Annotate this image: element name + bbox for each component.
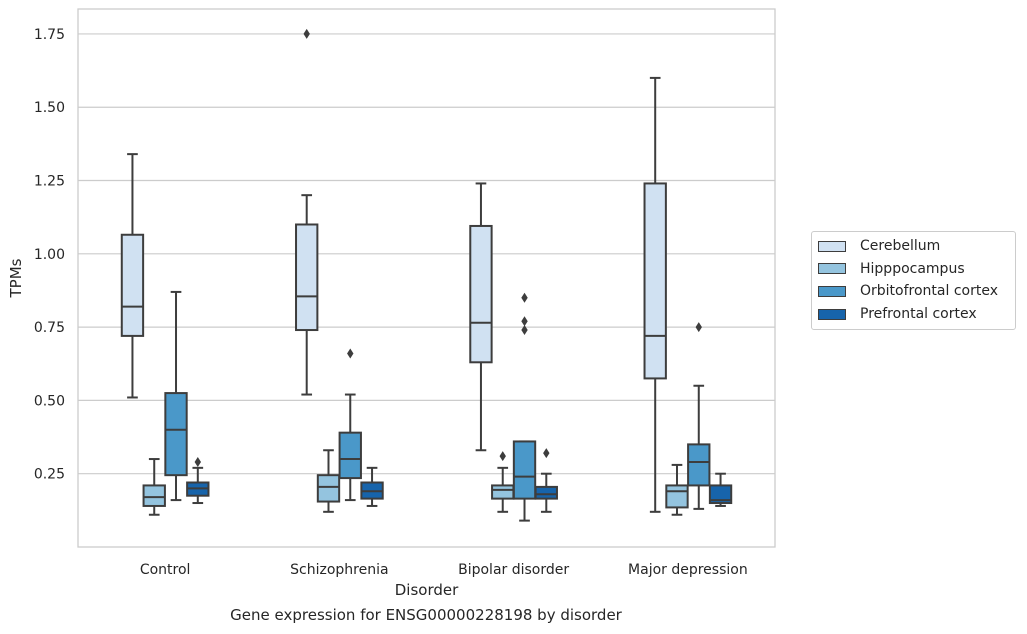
box bbox=[708, 484, 733, 505]
outlier-point bbox=[543, 448, 550, 459]
legend-swatch bbox=[818, 263, 846, 275]
x-tick-label: Major depression bbox=[628, 562, 748, 578]
y-tick-label: 0.25 bbox=[34, 467, 65, 483]
legend: Cerebellum Hipppocampus Orbitofrontal cort… bbox=[811, 231, 1016, 331]
legend-label: Cerebellum bbox=[860, 238, 941, 255]
box bbox=[120, 233, 145, 337]
x-axis-label: Disorder bbox=[395, 581, 459, 599]
legend-item: Hipppocampus bbox=[812, 258, 1015, 281]
box bbox=[512, 440, 537, 500]
box bbox=[338, 431, 362, 480]
box bbox=[295, 223, 319, 332]
box-group bbox=[295, 28, 319, 396]
grid-lines bbox=[78, 33, 775, 475]
box bbox=[534, 485, 558, 500]
series-cerebellum bbox=[120, 28, 667, 513]
box-group bbox=[164, 290, 188, 502]
outlier-point bbox=[347, 348, 354, 359]
box-group bbox=[120, 153, 145, 399]
legend-swatch bbox=[818, 240, 846, 252]
legend-swatch bbox=[818, 285, 846, 297]
box-group bbox=[338, 348, 362, 502]
x-tick-label: Bipolar disorder bbox=[458, 562, 569, 578]
y-tick-label: 1.25 bbox=[34, 174, 65, 190]
series-hipppocampus bbox=[142, 449, 689, 516]
plot-frame bbox=[77, 8, 776, 548]
box bbox=[665, 484, 689, 509]
box-group bbox=[708, 472, 733, 507]
y-tick-label: 0.50 bbox=[34, 393, 65, 409]
x-tick-label: Control bbox=[140, 562, 191, 578]
legend-swatch bbox=[818, 308, 846, 320]
box bbox=[164, 392, 188, 477]
box-group bbox=[142, 458, 166, 516]
y-tick-label: 1.00 bbox=[34, 247, 65, 263]
chart-caption: Gene expression for ENSG00000228198 by d… bbox=[230, 606, 622, 624]
box-group bbox=[491, 451, 515, 513]
y-axis-label: TPMs bbox=[7, 258, 25, 298]
box bbox=[316, 474, 341, 503]
box-group bbox=[665, 463, 689, 516]
series-prefrontal-cortex bbox=[186, 448, 733, 513]
box bbox=[687, 443, 711, 487]
y-tick-label: 0.75 bbox=[34, 320, 65, 336]
box bbox=[469, 224, 493, 364]
outlier-point bbox=[521, 325, 528, 336]
box-group bbox=[643, 76, 667, 513]
box bbox=[491, 484, 515, 500]
box-group bbox=[687, 322, 711, 510]
y-tick-label: 1.50 bbox=[34, 100, 65, 116]
box-group bbox=[534, 448, 558, 513]
legend-item: Cerebellum bbox=[812, 235, 1015, 258]
outlier-point bbox=[521, 292, 528, 303]
y-axis-ticks: 0.25 0.50 0.75 1.00 1.25 1.50 1.75 bbox=[34, 27, 65, 483]
box-group bbox=[186, 456, 210, 505]
legend-label: Orbitofrontal cortex bbox=[860, 283, 998, 300]
series-orbitofrontal-cortex bbox=[164, 290, 711, 522]
y-tick-label: 1.75 bbox=[34, 27, 65, 43]
outlier-point bbox=[695, 322, 702, 333]
outlier-point bbox=[194, 456, 201, 467]
box-group bbox=[360, 466, 384, 507]
x-axis-ticks: Control Schizophrenia Bipolar disorder Majo… bbox=[140, 562, 748, 578]
legend-label: Hipppocampus bbox=[860, 260, 965, 277]
legend-label: Prefrontal cortex bbox=[860, 306, 977, 323]
box-group bbox=[512, 292, 537, 522]
x-tick-label: Schizophrenia bbox=[290, 562, 388, 578]
legend-item: Orbitofrontal cortex bbox=[812, 280, 1015, 303]
legend-item: Prefrontal cortex bbox=[812, 303, 1015, 326]
outlier-point bbox=[521, 316, 528, 327]
box bbox=[643, 182, 667, 380]
box-series bbox=[120, 28, 733, 522]
box-group bbox=[316, 449, 341, 513]
box bbox=[142, 484, 166, 507]
outlier-point bbox=[303, 28, 310, 39]
outlier-point bbox=[499, 451, 506, 462]
box-group bbox=[469, 182, 493, 452]
